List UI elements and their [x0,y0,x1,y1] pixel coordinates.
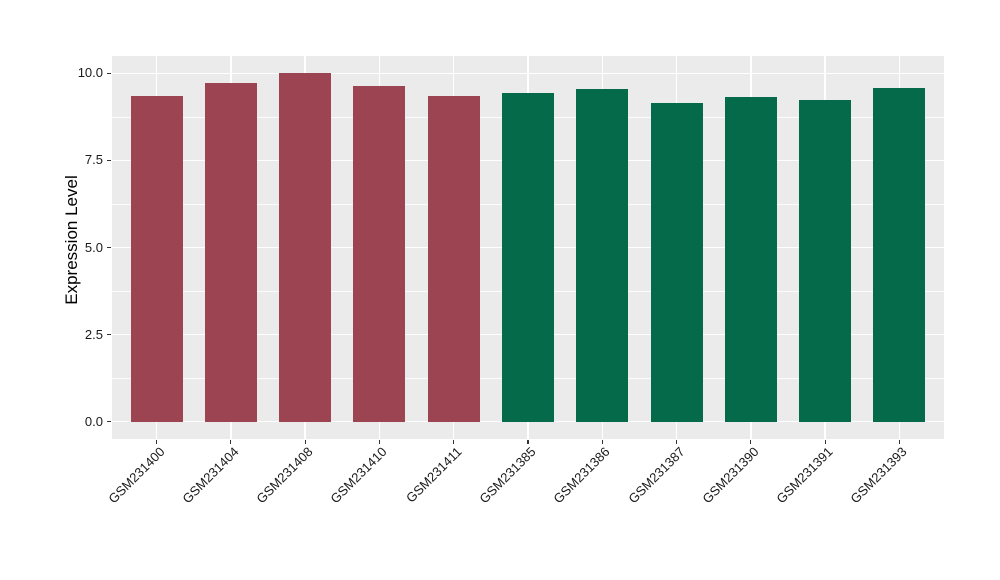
bar-GSM231387 [650,103,703,422]
bar-GSM231404 [204,83,257,422]
x-tick-mark [378,439,381,444]
bar-GSM231385 [502,92,554,422]
bar-GSM231411 [427,95,480,422]
bar-GSM231391 [799,100,852,422]
y-tick-mark [106,159,111,162]
bar-GSM231400 [130,95,183,422]
bar-GSM231408 [279,73,332,422]
y-tick-mark [106,333,111,336]
x-tick-label: GSM231408 [253,444,316,507]
x-tick-mark [750,439,752,444]
bar-GSM231410 [353,85,406,422]
x-tick-mark [898,439,901,444]
x-tick-label: GSM231410 [327,444,391,507]
plot-panel [112,56,944,439]
y-axis-title: Expression Level [62,175,81,305]
y-tick-mark [106,72,111,74]
x-tick-mark [601,439,603,444]
x-tick-label: GSM231386 [550,444,613,507]
y-tick-label: 7.5 [84,152,103,168]
bar-GSM231393 [873,88,926,422]
x-tick-mark [230,439,232,444]
x-tick-mark [824,439,826,444]
y-tick-label: 0.0 [84,413,103,429]
x-tick-mark [527,439,529,444]
y-tick-label: 2.5 [84,326,103,342]
x-tick-label: GSM231393 [847,444,911,507]
x-tick-mark [304,439,306,444]
x-tick-mark [453,439,455,444]
y-tick-label: 5.0 [84,239,103,255]
x-tick-label: GSM231390 [699,444,762,507]
x-tick-label: GSM231400 [104,444,168,507]
x-tick-label: GSM231385 [476,444,539,507]
x-tick-mark [155,439,158,444]
x-tick-label: GSM231411 [402,444,465,506]
y-tick-label: 10.0 [77,65,103,81]
x-tick-label: GSM231404 [179,444,242,507]
x-tick-label: GSM231387 [624,444,688,507]
y-tick-mark [106,420,111,423]
x-tick-mark [675,439,678,444]
x-tick-label: GSM231391 [773,444,836,507]
y-tick-mark [106,246,111,249]
bar-GSM231386 [576,88,629,422]
bar-GSM231390 [724,97,777,422]
